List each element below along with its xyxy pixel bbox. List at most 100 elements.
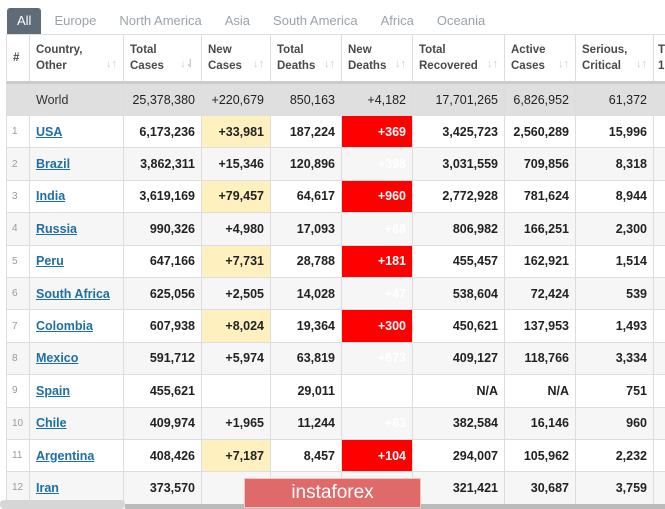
header-label: Total Recovered [419, 44, 478, 72]
country-link[interactable]: Russia [36, 221, 77, 236]
column-header[interactable]: T 1 [653, 34, 665, 84]
new-cases [201, 374, 271, 408]
total-cases: 3,862,311 [123, 147, 202, 181]
active-cases: 137,953 [504, 309, 576, 343]
table-row: 6 South Africa 625,056 +2,505 14,028 +47 538,6… [6, 276, 665, 311]
total-deaths: 19,364 [270, 309, 342, 343]
total-recovered: 2,772,928 [412, 179, 505, 214]
country-link[interactable]: Mexico [36, 351, 79, 366]
sort-icon[interactable]: ↓↑ [636, 58, 647, 70]
serious-critical: 539 [575, 276, 654, 311]
total-recovered: 17,701,265 [412, 82, 505, 116]
sort-icon[interactable]: ↓↑ [558, 58, 569, 70]
country-link[interactable]: Iran [36, 480, 59, 495]
table-row: 5 Peru 647,166 +7,731 28,788 +181 455,457 162,9… [6, 244, 665, 278]
column-header[interactable]: New Deaths ↓↑ [341, 34, 413, 84]
column-header[interactable]: Total Cases ↓⇃ [123, 34, 202, 84]
tab-north-america[interactable]: North America [119, 13, 202, 28]
country: South Africa [29, 276, 124, 311]
header-label: Total Cases [130, 44, 164, 72]
header-label: New Deaths [348, 44, 387, 72]
tab-africa[interactable]: Africa [380, 13, 414, 28]
sort-icon[interactable]: ↓↑ [324, 58, 335, 70]
new-deaths: +398 [341, 147, 413, 181]
column-header[interactable]: Total Deaths ↓↑ [270, 34, 342, 84]
table-row: 3 India 3,619,169 +79,457 64,617 +960 2,772,92… [6, 179, 665, 214]
tab-all[interactable]: All [7, 8, 42, 34]
total-recovered: 450,621 [412, 309, 505, 343]
rank: 11 [6, 438, 30, 473]
serious-critical: 3,334 [575, 341, 654, 376]
region-tabs: All Europe North America Asia South America A… [7, 8, 498, 34]
rank: 3 [6, 179, 30, 214]
total-deaths: 28,788 [270, 244, 342, 278]
rank: 2 [6, 147, 30, 181]
serious-critical: 1,493 [575, 309, 654, 343]
active-cases: 166,251 [504, 212, 576, 246]
country-link[interactable]: Argentina [36, 448, 95, 463]
serious-critical: 751 [575, 374, 654, 408]
country: Chile [29, 406, 124, 440]
rank: 1 [6, 114, 30, 149]
rank: 8 [6, 341, 30, 376]
table-row: 8 Mexico 591,712 +5,974 63,819 +673 409,127 118… [6, 341, 665, 376]
sort-icon[interactable]: ↓↑ [487, 58, 498, 70]
total-deaths: 64,617 [270, 179, 342, 214]
covid-table: # Country, Other ↓↑ Total Cases ↓⇃ New Cases ↓… [6, 34, 665, 505]
country-link[interactable]: Chile [36, 416, 67, 431]
active-cases: 781,624 [504, 179, 576, 214]
serious-critical: 61,372 [575, 82, 654, 116]
new-deaths: +960 [341, 179, 413, 214]
total-deaths: 120,896 [270, 147, 342, 181]
total-deaths: 11,244 [270, 406, 342, 440]
tab-asia[interactable]: Asia [224, 13, 251, 28]
serious-critical: 960 [575, 406, 654, 440]
horizontal-scrollbar-thumb[interactable] [0, 500, 125, 509]
new-cases: +7,731 [201, 244, 271, 278]
active-cases: 16,146 [504, 406, 576, 440]
tab-oceania[interactable]: Oceania [436, 13, 486, 28]
country-link[interactable]: Brazil [36, 157, 71, 172]
country: India [29, 179, 124, 214]
new-deaths: +300 [341, 309, 413, 343]
column-header[interactable]: New Cases ↓↑ [201, 34, 271, 84]
column-header[interactable]: Serious, Critical ↓↑ [575, 34, 654, 84]
tab-south-america[interactable]: South America [273, 13, 358, 28]
watermark: instaforex [244, 478, 421, 508]
new-deaths: +63 [341, 406, 413, 440]
new-deaths: +104 [341, 438, 413, 473]
new-deaths: +4,182 [341, 82, 413, 116]
country-link[interactable]: Spain [36, 383, 71, 398]
country: Mexico [29, 341, 124, 376]
serious-critical: 2,232 [575, 438, 654, 473]
sort-icon[interactable]: ↓↑ [106, 58, 117, 70]
country-link[interactable]: Peru [36, 254, 64, 269]
table-row: 11 Argentina 408,426 +7,187 8,457 +104 294,007… [6, 438, 665, 473]
new-cases: +220,679 [201, 82, 271, 116]
new-cases: +4,980 [201, 212, 271, 246]
total-deaths: 17,093 [270, 212, 342, 246]
country: World [29, 82, 124, 116]
country-link[interactable]: India [36, 189, 66, 204]
sort-icon[interactable]: ↓↑ [253, 58, 264, 70]
total-recovered: 321,421 [412, 471, 505, 505]
new-cases: +15,346 [201, 147, 271, 181]
total-cases: 990,326 [123, 212, 202, 246]
table-row: 1 USA 6,173,236 +33,981 187,224 +369 3,425,723… [6, 114, 665, 149]
country: Spain [29, 374, 124, 408]
column-header[interactable]: Total Recovered ↓↑ [412, 34, 505, 84]
country-link[interactable]: Colombia [36, 319, 93, 334]
rank: 4 [6, 212, 30, 246]
country-link[interactable]: USA [36, 124, 63, 139]
tab-europe[interactable]: Europe [54, 13, 97, 28]
sort-icon[interactable]: ↓⇃ [180, 58, 195, 70]
table-row: 9 Spain 455,621 29,011 N/A N/A 751 [6, 374, 665, 408]
country-link[interactable]: South Africa [36, 286, 110, 301]
sort-icon[interactable]: ↓↑ [395, 58, 406, 70]
column-header[interactable]: Country, Other ↓↑ [29, 34, 124, 84]
total-cases: 3,619,169 [123, 179, 202, 214]
column-header[interactable]: Active Cases ↓↑ [504, 34, 576, 84]
table-row: 4 Russia 990,326 +4,980 17,093 +68 806,982 166,… [6, 212, 665, 246]
new-deaths: +181 [341, 244, 413, 278]
new-cases: +8,024 [201, 309, 271, 343]
